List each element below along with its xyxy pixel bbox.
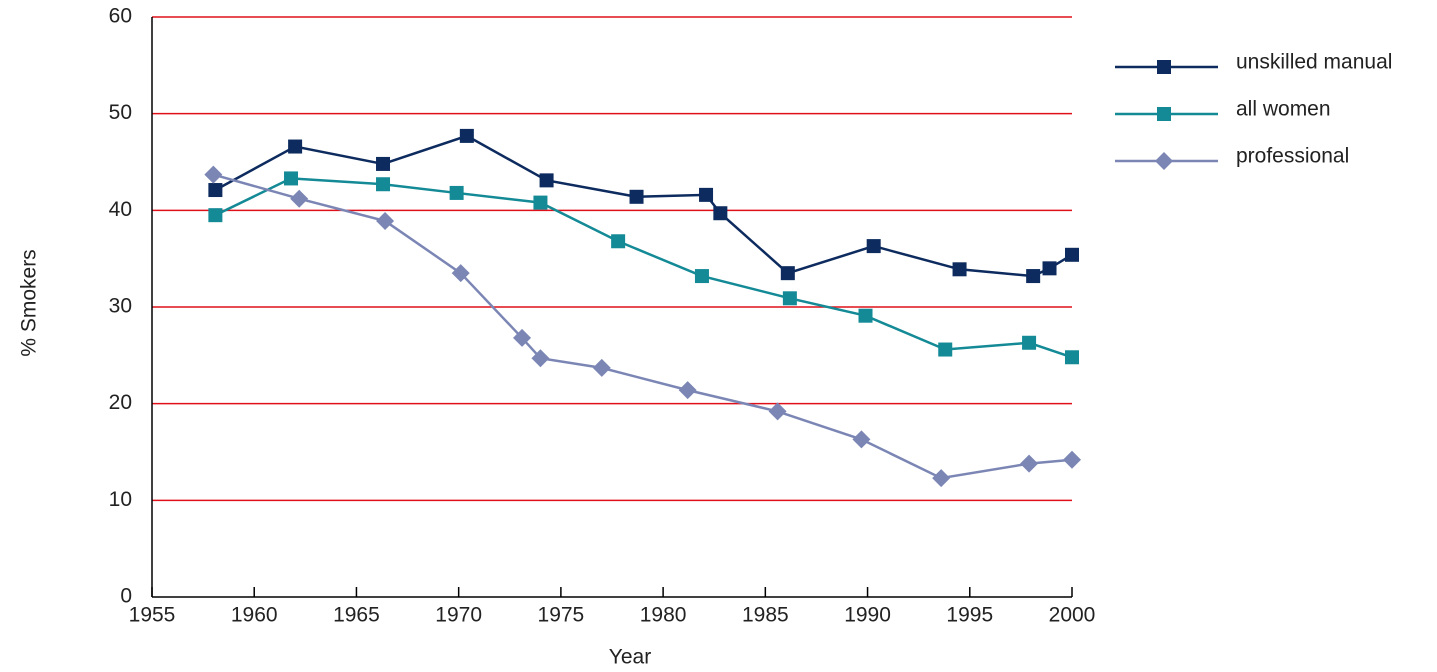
data-point (449, 185, 464, 200)
data-point (376, 156, 391, 171)
data-point (782, 291, 797, 306)
series-line (214, 177, 1073, 359)
y-tick-label: 40 (109, 198, 132, 221)
legend-marker (1157, 60, 1171, 74)
x-tick-label: 1955 (129, 604, 176, 627)
data-point (1026, 269, 1041, 284)
y-tick-label: 0 (120, 585, 132, 608)
data-point (376, 177, 391, 192)
data-point (629, 189, 644, 204)
data-point (451, 264, 470, 283)
x-tick-label: 1990 (844, 604, 891, 627)
x-tick-label: 1985 (742, 604, 789, 627)
x-tick-label: 1965 (333, 604, 380, 627)
data-point (290, 189, 309, 208)
data-point (531, 349, 550, 368)
x-tick-label: 1980 (640, 604, 687, 627)
x-tick-label: 2000 (1049, 604, 1096, 627)
data-point (1042, 261, 1057, 276)
data-point (780, 266, 795, 281)
data-point (1022, 335, 1037, 350)
data-point (288, 139, 303, 154)
data-point (1020, 454, 1039, 473)
data-point (513, 328, 532, 347)
data-point (208, 183, 223, 198)
data-point (533, 195, 548, 210)
x-tick-label: 1995 (946, 604, 993, 627)
data-point (932, 469, 951, 488)
y-axis-label: % Smokers (18, 249, 41, 356)
x-tick-label: 1975 (538, 604, 585, 627)
legend-label: unskilled manual (1236, 51, 1392, 74)
data-point (768, 402, 787, 421)
data-point (1065, 247, 1079, 262)
data-point (866, 239, 881, 254)
y-tick-label: 10 (109, 488, 132, 511)
data-point (938, 342, 953, 357)
data-point (208, 208, 223, 223)
x-tick-label: 1970 (435, 604, 482, 627)
y-tick-label: 30 (109, 295, 132, 318)
data-point (376, 211, 395, 230)
data-point (858, 308, 873, 323)
data-point (459, 128, 474, 143)
data-point (952, 262, 967, 277)
data-point (284, 171, 299, 186)
y-tick-label: 20 (109, 391, 132, 414)
series-line (214, 134, 1073, 278)
y-tick-label: 60 (109, 5, 132, 28)
data-point (699, 187, 714, 202)
data-point (611, 234, 626, 249)
legend-marker (1157, 107, 1171, 121)
legend-label: all women (1236, 98, 1331, 121)
data-point (1065, 350, 1079, 365)
legend-marker (1155, 152, 1173, 170)
x-tick-label: 1960 (231, 604, 278, 627)
data-point (694, 269, 709, 284)
data-point (204, 165, 223, 184)
data-point (678, 381, 697, 400)
data-point (539, 173, 554, 188)
data-point (713, 206, 728, 221)
x-axis-label: Year (609, 646, 651, 669)
series-line (212, 173, 1073, 480)
data-point (592, 358, 611, 377)
y-tick-label: 50 (109, 101, 132, 124)
data-point (852, 430, 871, 449)
legend-label: professional (1236, 145, 1349, 168)
data-point (1063, 450, 1081, 469)
